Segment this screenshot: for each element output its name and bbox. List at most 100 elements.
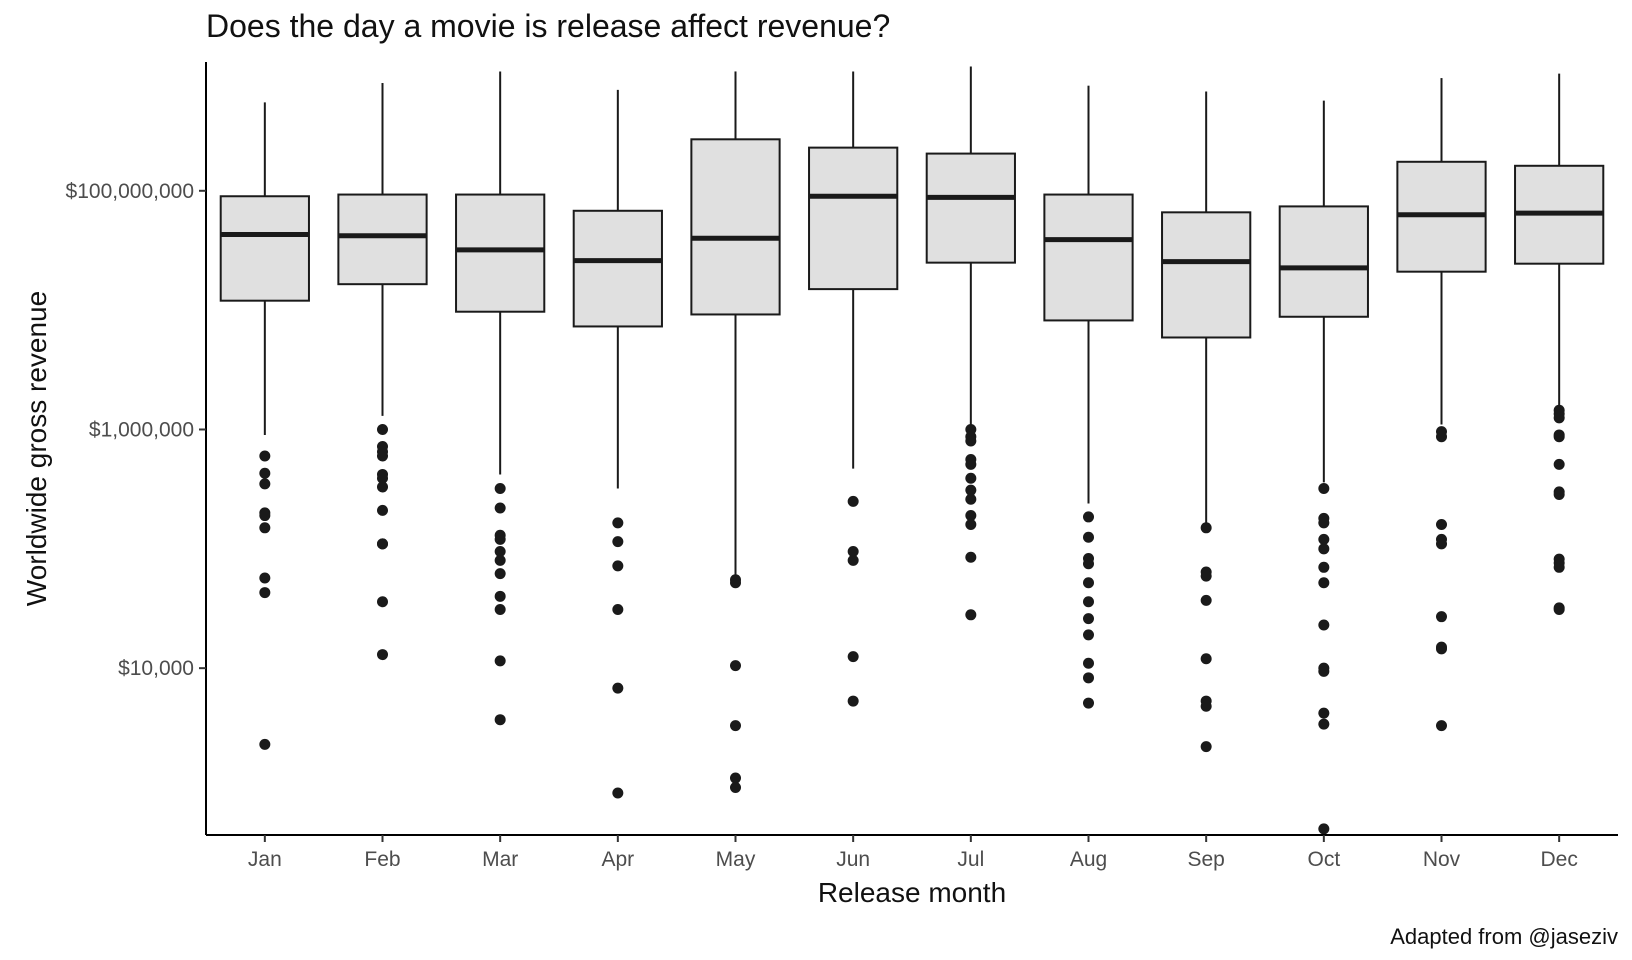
outlier-point [259,572,271,584]
outlier-point [1083,577,1094,589]
outlier-point [1553,561,1565,573]
x-tick-label: May [716,848,756,871]
outlier-point [1200,594,1212,606]
outlier-point [965,551,977,563]
outlier-point [1436,518,1447,530]
plot-area [219,66,1605,835]
outlier-point [1083,657,1094,669]
y-tick-label: $1,000,000 [89,418,194,441]
outlier-point [494,714,506,726]
outlier-point [494,604,506,616]
box-group-dec [1514,73,1605,616]
box-group-jan [219,102,310,750]
outlier-point [965,458,977,470]
outlier-point [730,772,741,784]
outlier-point [377,472,388,484]
outlier-point [965,484,977,496]
iqr-box [925,152,1016,264]
outlier-point [1436,611,1447,623]
outlier-point [1083,629,1094,641]
outlier-point [1318,533,1330,545]
outlier-point [730,660,741,672]
outlier-point [1200,522,1212,534]
box-group-mar [455,71,546,726]
box-group-feb [337,83,428,661]
outlier-point [847,545,859,557]
outlier-point [612,517,624,529]
box-group-aug [1043,85,1134,709]
outlier-point [377,649,388,661]
outlier-point [1318,561,1330,573]
outlier-point [1083,531,1094,543]
outlier-point [259,478,271,490]
box-group-nov [1396,78,1487,732]
iqr-box [455,193,546,313]
x-tick-label: Jan [248,848,282,871]
outlier-point [612,560,624,572]
outlier-point [259,467,271,479]
outlier-point [965,493,977,505]
outlier-point [965,609,977,621]
iqr-box [1043,193,1134,322]
outlier-point [1436,720,1447,732]
outlier-point [1553,489,1565,501]
outlier-point [965,472,977,484]
x-tick-label: Apr [601,848,634,871]
outlier-point [1318,543,1330,555]
outlier-point [965,518,977,530]
outlier-point [965,510,977,522]
outlier-point [612,787,624,799]
x-tick-label: Sep [1187,848,1224,871]
x-tick-label: Oct [1307,848,1340,871]
chart-caption: Adapted from @jaseziv [1390,924,1618,949]
outlier-point [1318,577,1330,589]
outlier-point [847,554,859,566]
outlier-point [1553,412,1565,424]
outlier-point [730,577,741,589]
outlier-point [612,604,624,616]
outlier-point [1553,604,1565,616]
outlier-point [494,502,506,514]
outlier-point [1553,431,1565,443]
outlier-point [259,522,271,534]
outlier-point [377,538,388,550]
outlier-point [1083,613,1094,625]
outlier-point [377,596,388,608]
box-group-apr [572,89,663,799]
outlier-point [612,536,624,548]
outlier-point [377,504,388,516]
outlier-point [1318,483,1330,495]
iqr-box [572,209,663,328]
outlier-point [1318,517,1330,529]
box-group-jun [808,71,899,707]
x-tick-label: Jun [836,848,870,871]
outlier-point [1318,718,1330,730]
x-tick-label: Feb [364,848,400,871]
outlier-point [494,568,506,580]
outlier-point [1083,596,1094,608]
outlier-point [612,682,624,694]
box-group-sep [1161,91,1252,753]
x-tick-label: Aug [1070,848,1107,871]
outlier-point [1200,570,1212,582]
box-group-oct [1278,100,1369,835]
outlier-point [494,483,506,495]
outlier-point [1200,653,1212,665]
iqr-box [690,138,781,316]
outlier-point [965,435,977,447]
axes: $10,000 $1,000,000 $100,000,000 Jan Feb Mar Ap… [66,62,1618,871]
x-tick-label: Nov [1423,848,1461,871]
y-tick-label: $10,000 [118,657,194,680]
outlier-point [1200,741,1212,753]
outlier-point [494,655,506,667]
outlier-point [847,695,859,707]
outlier-point [730,782,741,794]
outlier-point [494,545,506,557]
outlier-point [1436,643,1447,655]
outlier-point [1318,665,1330,677]
outlier-point [1083,697,1094,709]
outlier-point [377,481,388,493]
outlier-point [1436,538,1447,550]
outlier-point [1083,511,1094,523]
